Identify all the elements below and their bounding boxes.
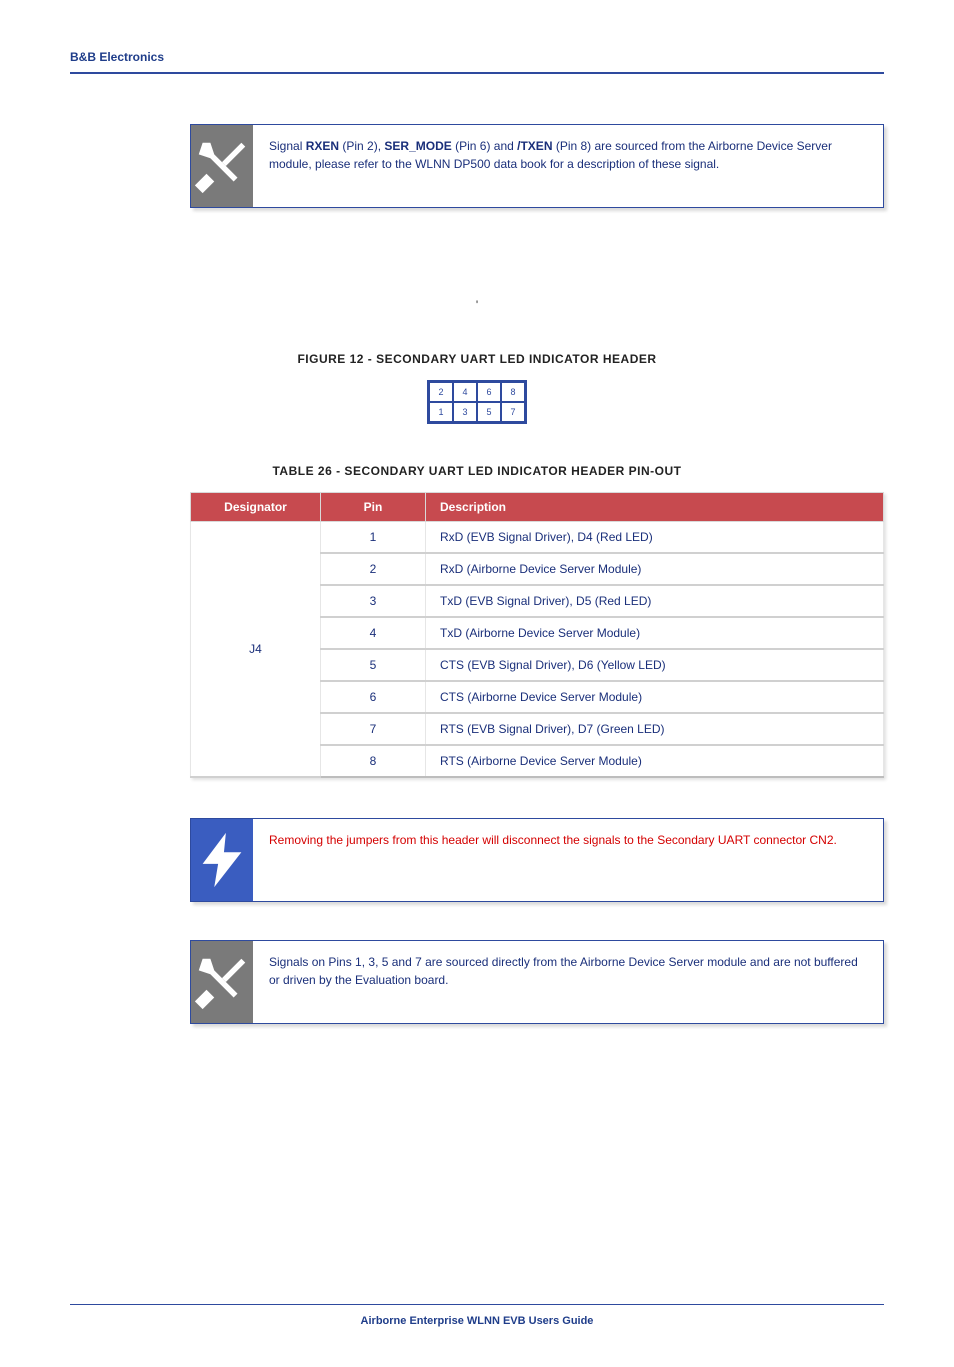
- pin-cell: 5: [478, 403, 500, 421]
- cell-desc: TxD (EVB Signal Driver), D5 (Red LED): [426, 585, 884, 617]
- cell-pin: 4: [321, 617, 426, 649]
- col-description: Description: [426, 493, 884, 522]
- header-rule: [70, 72, 884, 74]
- note-text: Signal RXEN (Pin 2), SER_MODE (Pin 6) an…: [253, 125, 883, 207]
- cell-pin: 7: [321, 713, 426, 745]
- footer-text: Airborne Enterprise WLNN EVB Users Guide: [70, 1315, 884, 1327]
- sig-rxen: RXEN: [306, 139, 339, 153]
- cell-desc: TxD (Airborne Device Server Module): [426, 617, 884, 649]
- page: B&B Electronics Signal RXEN (Pin 2), SER…: [0, 0, 954, 1367]
- cell-desc: CTS (Airborne Device Server Module): [426, 681, 884, 713]
- cell-pin: 3: [321, 585, 426, 617]
- pin-cell: 8: [502, 383, 524, 401]
- pin-grid: 2 4 6 8 1 3 5 7: [427, 380, 527, 424]
- sig-sermode: SER_MODE: [384, 139, 451, 153]
- cell-desc: CTS (EVB Signal Driver), D6 (Yellow LED): [426, 649, 884, 681]
- cell-designator: J4: [191, 522, 321, 778]
- pin-cell: 3: [454, 403, 476, 421]
- col-pin: Pin: [321, 493, 426, 522]
- tools-icon: [191, 125, 253, 207]
- pin-header-diagram: 2 4 6 8 1 3 5 7: [70, 380, 884, 424]
- bolt-icon: [191, 819, 253, 901]
- t: Signal: [269, 139, 306, 153]
- cell-desc: RTS (Airborne Device Server Module): [426, 745, 884, 777]
- pin-cell: 6: [478, 383, 500, 401]
- pinout-table-wrap: Designator Pin Description J4 1 RxD (EVB…: [190, 492, 884, 778]
- pin-cell: 2: [430, 383, 452, 401]
- warning-text: Removing the jumpers from this header wi…: [253, 819, 883, 901]
- pin-cell: 1: [430, 403, 452, 421]
- stray-mark: ': [70, 298, 884, 312]
- cell-pin: 6: [321, 681, 426, 713]
- table-title: TABLE 26 - SECONDARY UART LED INDICATOR …: [70, 464, 884, 478]
- cell-desc: RTS (EVB Signal Driver), D7 (Green LED): [426, 713, 884, 745]
- pin-cell: 4: [454, 383, 476, 401]
- cell-desc: RxD (Airborne Device Server Module): [426, 553, 884, 585]
- note-callout-pins: Signals on Pins 1, 3, 5 and 7 are source…: [190, 940, 884, 1024]
- cell-pin: 1: [321, 522, 426, 554]
- cell-pin: 2: [321, 553, 426, 585]
- pin-cell: 7: [502, 403, 524, 421]
- t: (Pin 2),: [339, 139, 384, 153]
- note-callout-signals: Signal RXEN (Pin 2), SER_MODE (Pin 6) an…: [190, 124, 884, 208]
- page-header-brand: B&B Electronics: [70, 50, 884, 64]
- cell-desc: RxD (EVB Signal Driver), D4 (Red LED): [426, 522, 884, 554]
- cell-pin: 5: [321, 649, 426, 681]
- footer-rule: [70, 1304, 884, 1305]
- pinout-table: Designator Pin Description J4 1 RxD (EVB…: [190, 492, 884, 778]
- warning-callout-jumpers: Removing the jumpers from this header wi…: [190, 818, 884, 902]
- figure-title: FIGURE 12 - SECONDARY UART LED INDICATOR…: [70, 352, 884, 366]
- table-header-row: Designator Pin Description: [191, 493, 884, 522]
- tools-icon: [191, 941, 253, 1023]
- cell-pin: 8: [321, 745, 426, 777]
- col-designator: Designator: [191, 493, 321, 522]
- note-text: Signals on Pins 1, 3, 5 and 7 are source…: [253, 941, 883, 1023]
- t: (Pin 6) and: [452, 139, 517, 153]
- table-row: J4 1 RxD (EVB Signal Driver), D4 (Red LE…: [191, 522, 884, 554]
- sig-txen: /TXEN: [517, 139, 552, 153]
